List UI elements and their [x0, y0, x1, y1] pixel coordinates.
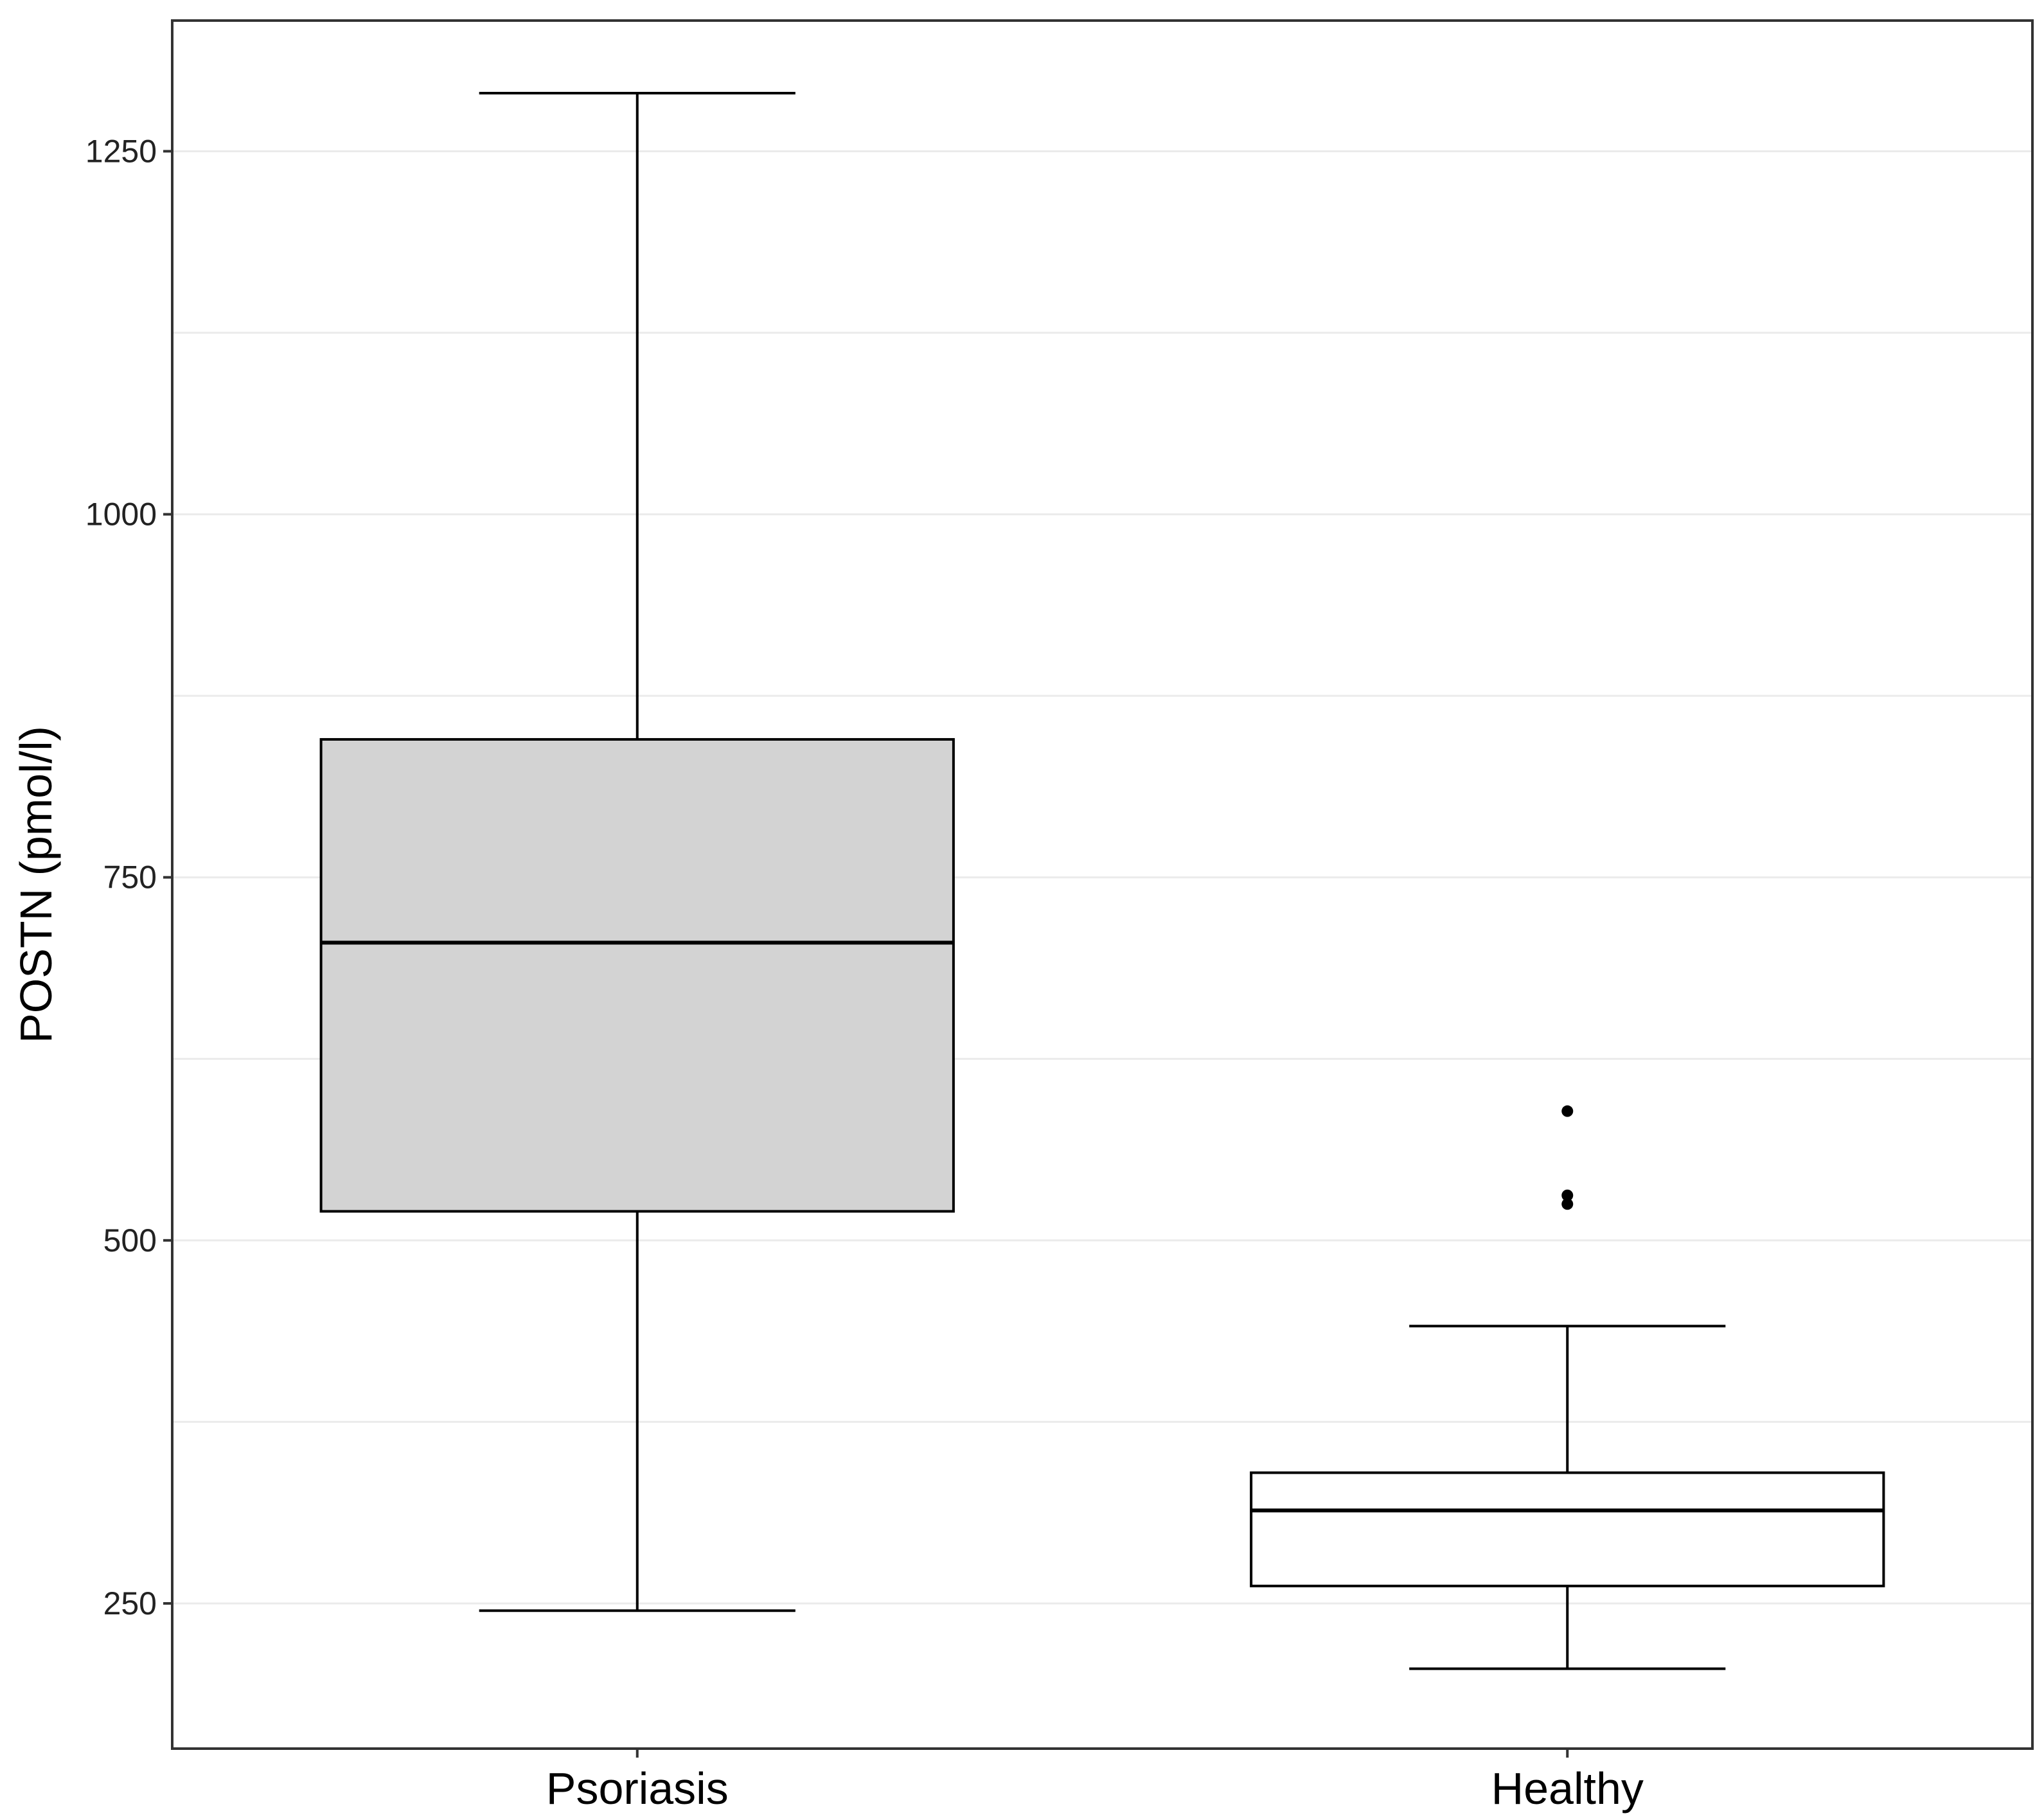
- x-category-label: Psoriasis: [546, 1763, 729, 1814]
- y-tick-label: 250: [103, 1585, 157, 1621]
- plot-panel-border: [171, 19, 2034, 1750]
- outlier-point: [1561, 1189, 1574, 1201]
- y-tick-label: 500: [103, 1222, 157, 1258]
- axes: 250 500 750 1000 1250 Psoriasis Healthy: [85, 133, 1644, 1814]
- outlier-point: [1561, 1198, 1574, 1210]
- y-tick-label: 1250: [85, 133, 157, 169]
- y-tick-label: 1000: [85, 497, 157, 533]
- iqr-box: [319, 737, 955, 1213]
- outlier-point: [1561, 1105, 1574, 1117]
- box-psoriasis: [319, 92, 955, 1612]
- iqr-box: [1250, 1471, 1885, 1587]
- box-healthy: [1250, 1105, 1885, 1670]
- x-category-label: Healthy: [1491, 1763, 1644, 1814]
- y-tick-label: 750: [103, 860, 157, 896]
- y-axis-title: POSTN (pmol/l): [11, 726, 61, 1043]
- boxes: [319, 92, 1885, 1670]
